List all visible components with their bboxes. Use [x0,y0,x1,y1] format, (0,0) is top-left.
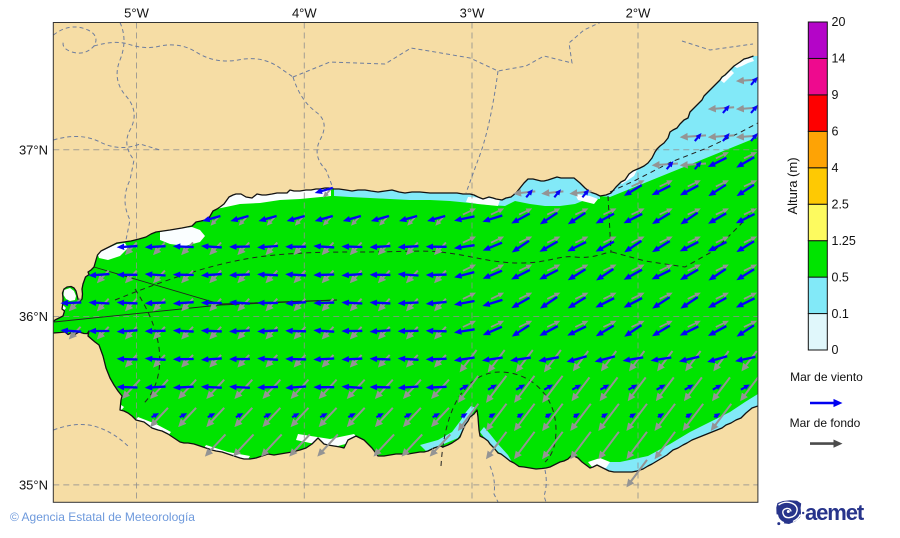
svg-text:0.1: 0.1 [832,307,849,321]
svg-text:37°N: 37°N [19,142,48,157]
svg-text:Mar de viento: Mar de viento [790,370,863,384]
svg-text:3°W: 3°W [460,6,485,21]
svg-text:0.5: 0.5 [832,270,849,284]
svg-text:5°W: 5°W [124,6,149,21]
svg-text:35°N: 35°N [19,477,48,492]
svg-text:Altura (m): Altura (m) [785,157,800,214]
svg-text:Mar de fondo: Mar de fondo [790,416,861,430]
svg-text:4°W: 4°W [292,6,317,21]
svg-text:36°N: 36°N [19,309,48,324]
svg-text:9: 9 [832,88,839,102]
svg-text:6: 6 [832,125,839,139]
svg-text:20: 20 [832,15,846,29]
svg-text:2°W: 2°W [626,6,651,21]
svg-text:4: 4 [832,161,839,175]
svg-text:© Agencia Estatal de Meteorolo: © Agencia Estatal de Meteorología [10,510,195,524]
svg-text:0: 0 [832,343,839,357]
svg-text:1.25: 1.25 [832,234,856,248]
svg-text:2.5: 2.5 [832,197,849,211]
svg-text:14: 14 [832,52,846,66]
svg-text:aemet: aemet [805,500,865,525]
